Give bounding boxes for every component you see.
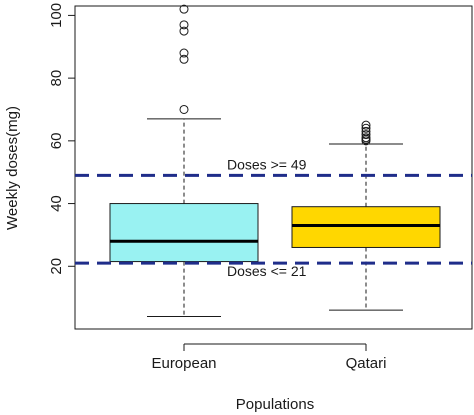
x-axis-title: Populations <box>236 396 314 413</box>
outlier-point <box>361 130 371 140</box>
outlier-point <box>179 4 189 14</box>
x-tick-label: European <box>151 355 216 372</box>
y-tick-label: 80 <box>48 70 65 87</box>
outlier-point <box>361 123 371 133</box>
outlier-point <box>179 48 189 58</box>
outlier-point <box>361 120 371 130</box>
box-european <box>109 4 259 317</box>
iqr-box <box>291 206 441 248</box>
y-axis-title: Weekly doses(mg) <box>4 106 21 230</box>
y-tick-label: 60 <box>48 133 65 150</box>
y-axis: 20 40 60 80 100 <box>48 3 76 275</box>
y-tick-label: 40 <box>48 195 65 212</box>
outlier-point <box>179 20 189 30</box>
outlier-point <box>179 26 189 36</box>
x-tick-label: Qatari <box>346 355 387 372</box>
outlier-point <box>361 126 371 136</box>
reference-lines-layer: Doses >= 49 Doses <= 21 <box>75 156 472 279</box>
reference-line-label: Doses <= 21 <box>227 263 307 279</box>
box-qatari <box>291 120 441 311</box>
y-tick-label: 100 <box>48 3 65 28</box>
outlier-point <box>179 54 189 64</box>
boxes-layer <box>109 4 441 317</box>
iqr-box <box>109 203 259 263</box>
reference-line-label: Doses >= 49 <box>227 156 307 172</box>
x-axis: European Qatari <box>151 343 387 372</box>
y-tick-label: 20 <box>48 258 65 275</box>
outlier-point <box>179 104 189 114</box>
outlier-point <box>361 133 371 143</box>
